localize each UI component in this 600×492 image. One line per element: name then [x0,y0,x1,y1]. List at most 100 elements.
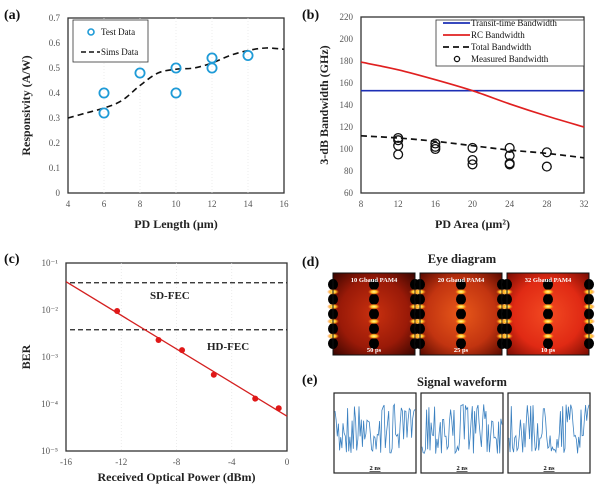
x-tick-label: 32 [580,199,589,209]
eye-opening [369,293,379,305]
eye-crossing-dot [368,318,380,325]
measured-bandwidth-point [467,159,478,170]
y-axis-label: BER [19,344,33,369]
y-tick-label: 0 [56,188,61,198]
test-data-point [206,62,218,74]
sd-fec-label: SD-FEC [150,290,190,302]
plot-frame [360,16,585,194]
eye-opening [369,338,379,350]
eye-opening [369,308,379,320]
legend-label-rc: RC Bandwidth [471,30,525,40]
eye-diagram-image: 10 Gbaud PAM4 50 ps [327,272,421,356]
chart-a-responsivity: 4 6 8 10 12 14 16 0 0.1 0.2 0.3 0.4 0.5 0.6 0.7 PD Leng… [19,13,289,231]
waveform-plot: 2 ns [507,392,591,474]
eye-opening [369,278,379,290]
x-axis-label: PD Length (µm) [134,217,218,231]
waveform-frame [507,392,591,474]
total-bandwidth-line [360,134,585,159]
y-axis-label: 3-dB Bandwidth (GHz) [317,45,331,164]
eye-frame [506,272,590,356]
y-tick-label: 140 [340,100,354,110]
waveform-trace [508,404,590,454]
measured-bandwidth-point [541,147,552,158]
chart-b-bandwidth: 8 12 16 20 24 28 32 60 80 100 120 140 160 180 200 220 PD… [317,12,589,231]
eye-crossing-dot [455,318,467,325]
legend-label-total: Total Bandwidth [471,42,532,52]
eye-crossing-dot [455,303,467,310]
measured-bandwidth-point [430,138,441,149]
x-tick-label: 8 [138,199,143,209]
y-tick-label: 10⁻² [42,305,59,315]
test-data-point [170,62,182,74]
waveform-plot: 2 ns [333,392,417,474]
x-axis-label: PD Area (µm²) [435,217,510,231]
y-tick-label: 80 [344,166,354,176]
ber-data-point [252,395,259,402]
measured-bandwidth-point [467,142,478,153]
waveform-trace [421,403,503,455]
ber-data-point [210,371,217,378]
eye-opening [543,278,553,290]
y-tick-label: 0.3 [49,113,61,123]
y-tick-label: 60 [344,188,354,198]
y-tick-label: 10⁻⁴ [41,399,58,409]
waveform-time-scale-label: 2 ns [543,465,554,472]
eye-opening [456,278,466,290]
ber-data-point [179,347,186,354]
y-tick-label: 200 [340,34,354,44]
legend-label-measured: Measured Bandwidth [471,54,549,64]
legend-label-sims-data: Sims Data [101,47,138,57]
waveform-frame [420,392,504,474]
x-tick-label: 28 [542,199,552,209]
eye-time-scale-label: 10 ps [541,347,556,354]
measured-bandwidth-point [467,154,478,166]
waveform-time-scale-label: 2 ns [369,465,380,472]
y-tick-label: 120 [340,122,354,132]
x-tick-label: 12 [394,199,403,209]
legend-marker-test-data [87,28,95,36]
legend-box [435,19,585,67]
x-tick-label: -16 [60,457,72,467]
measured-bandwidth-point [393,149,404,160]
panel-label-b: (b) [302,8,319,23]
x-tick-label: 10 [172,199,182,209]
y-tick-label: 10⁻¹ [42,258,59,268]
eye-opening [543,323,553,335]
x-tick-label: -4 [228,457,236,467]
panel-label-c: (c) [4,252,20,267]
eye-opening [456,323,466,335]
ber-fit-line [65,281,288,417]
y-tick-label: 0.6 [49,38,61,48]
measured-bandwidth-point [393,135,404,146]
legend-label-transit-time: Transit-time Bandwidth [471,18,557,28]
x-tick-label: 14 [244,199,254,209]
signal-waveform-panel: 2 ns 2 ns 2 ns [333,392,591,474]
eye-opening [543,308,553,320]
x-tick-label: 20 [468,199,478,209]
y-axis-label: Responsivity (A/W) [19,55,33,155]
eye-time-scale-label: 25 ps [454,347,469,354]
eye-rate-label: 20 Gbaud PAM4 [438,277,485,284]
measured-bandwidth-point [504,142,515,153]
eye-opening [456,308,466,320]
legend-marker-measured [453,55,461,63]
y-tick-label: 10⁻⁵ [41,446,58,456]
test-data-point [98,107,110,119]
eye-diagram-image: 20 Gbaud PAM4 25 ps [414,272,508,356]
x-tick-label: 24 [505,199,515,209]
test-data-point [170,87,182,99]
eye-crossing-dot [455,333,467,340]
eye-crossing-dot [368,333,380,340]
eye-diagram-title: Eye diagram [428,252,497,266]
eye-crossing-dot [542,303,554,310]
x-tick-label: 0 [285,457,290,467]
legend-box [72,19,149,63]
legend: Test Data Sims Data [72,19,149,63]
y-tick-label: 160 [340,78,354,88]
eye-crossing-dot [368,288,380,295]
x-axis-label: Received Optical Power (dBm) [97,470,255,484]
eye-opening [456,293,466,305]
x-tick-label: 8 [359,199,364,209]
eye-opening [543,338,553,350]
y-tick-label: 0.7 [49,13,61,23]
